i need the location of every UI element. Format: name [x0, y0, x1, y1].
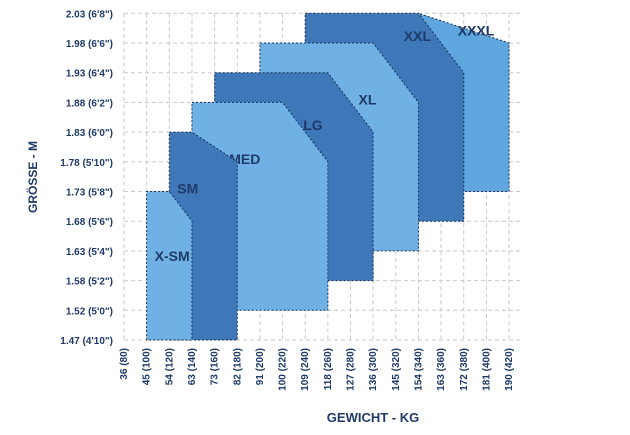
y-tick-label: 1.78 (5'10") [60, 158, 113, 169]
y-axis-label: GRÖSSE - M [25, 141, 40, 213]
x-tick-label: 36 (80) [119, 348, 130, 380]
y-tick-label: 1.88 (6'2") [66, 98, 113, 109]
x-axis-ticks: 36 (80) 45 (100) 54 (120) 63 (140) 73 (160) 8… [119, 348, 515, 391]
y-tick-label: 1.68 (5'6") [66, 217, 113, 228]
x-tick-label: 127 (280) [346, 348, 357, 391]
y-tick-label: 1.47 (4'10") [60, 336, 113, 347]
size-region-shape [146, 191, 193, 341]
x-tick-label: 100 (220) [278, 348, 289, 391]
y-tick-label: 1.73 (5'8") [66, 188, 113, 199]
x-tick-label: 163 (360) [436, 348, 447, 391]
x-tick-label: 63 (140) [187, 348, 198, 385]
size-region-label: XL [359, 91, 377, 107]
x-tick-label: 136 (300) [368, 348, 379, 391]
x-tick-label: 172 (380) [459, 348, 470, 391]
size-region-label: X-SM [155, 248, 190, 264]
y-tick-label: 1.58 (5'2") [66, 277, 113, 288]
size-region-label: XXXL [458, 22, 495, 38]
x-tick-label: 45 (100) [142, 348, 153, 385]
x-tick-label: 118 (260) [323, 348, 334, 390]
y-tick-label: 1.93 (6'4") [66, 69, 113, 80]
x-tick-label: 109 (240) [300, 348, 311, 391]
size-region-label: XXL [404, 28, 432, 44]
y-tick-label: 1.98 (6'6") [66, 39, 113, 50]
y-axis-ticks: 1.47 (4'10") 1.52 (5'0") 1.58 (5'2") 1.63 (… [60, 9, 113, 347]
size-region-x-sm: X-SM [146, 191, 193, 341]
x-tick-label: 154 (340) [413, 348, 424, 391]
y-tick-label: 1.83 (6'0") [66, 128, 113, 139]
x-tick-label: 54 (120) [164, 348, 175, 385]
x-tick-label: 181 (400) [481, 348, 492, 391]
x-tick-label: 82 (180) [232, 348, 243, 385]
y-tick-label: 1.52 (5'0") [66, 306, 113, 317]
x-axis-label: GEWICHT - KG [327, 410, 419, 425]
x-tick-label: 190 (420) [504, 348, 515, 391]
x-tick-label: 145 (320) [391, 348, 402, 391]
x-tick-label: 91 (200) [255, 348, 266, 385]
y-tick-label: 2.03 (6'8") [66, 9, 113, 20]
x-tick-label: 73 (160) [210, 348, 221, 385]
y-tick-label: 1.63 (5'4") [66, 247, 113, 258]
size-region-label: LG [303, 117, 323, 133]
size-region-label: SM [177, 181, 198, 197]
